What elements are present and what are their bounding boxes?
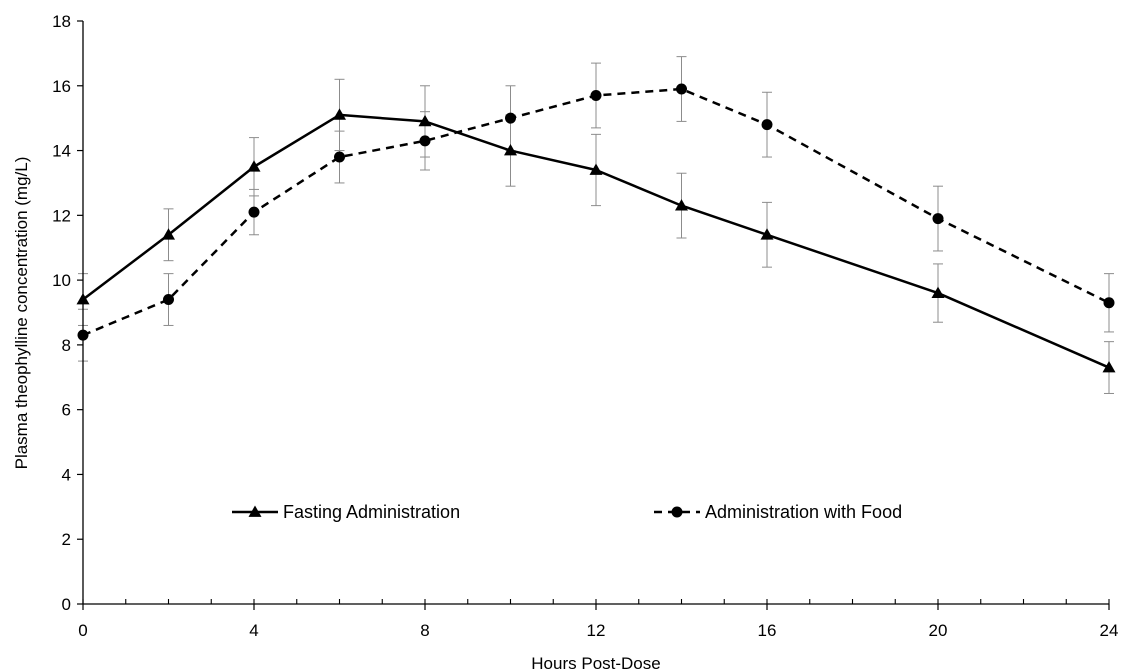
triangle-marker [931,286,945,298]
x-tick-label: 12 [587,621,606,640]
y-tick-label: 2 [62,530,71,549]
x-tick-label: 16 [758,621,777,640]
circle-marker [163,294,174,306]
triangle-marker [675,199,688,211]
data-markers [76,83,1116,373]
legend-label: Administration with Food [705,502,902,522]
circle-marker [590,89,602,101]
legend-circle-marker [671,506,683,518]
circle-marker [676,83,687,95]
y-tick-label: 6 [62,401,71,420]
triangle-marker [333,108,346,120]
triangle-marker [247,160,261,172]
y-tick-label: 8 [62,336,71,355]
circle-marker [334,151,345,163]
triangle-marker [504,144,517,156]
circle-marker [248,206,260,218]
x-tick-label: 20 [929,621,948,640]
circle-marker [419,135,431,147]
triangle-marker [418,114,432,127]
y-tick-label: 14 [52,142,71,161]
legend: Fasting Administration Administration wit… [232,502,902,522]
triangle-marker [589,163,603,175]
legend-triangle-marker [248,505,262,517]
x-axis-title: Hours Post-Dose [531,654,660,672]
y-tick-label: 18 [52,12,71,31]
circle-marker [761,119,773,131]
y-tick-label: 16 [52,77,71,96]
error-bars [78,56,1114,394]
circle-marker [1103,297,1115,309]
x-tick-label: 4 [249,621,258,640]
circle-marker [932,213,944,225]
y-tick-label: 10 [52,271,71,290]
triangle-marker [1102,361,1116,373]
legend-label: Fasting Administration [283,502,460,522]
triangle-marker [760,228,774,240]
x-tick-label: 8 [420,621,429,640]
x-tick-label: 0 [78,621,87,640]
y-axis-title: Plasma theophylline concentration (mg/L) [12,157,31,470]
x-tick-label: 24 [1100,621,1119,640]
circle-marker [505,112,516,124]
y-tick-label: 0 [62,595,71,614]
triangle-marker [162,228,175,240]
y-tick-label: 12 [52,206,71,225]
y-tick-label: 4 [62,465,71,484]
series-lines [82,87,1110,369]
